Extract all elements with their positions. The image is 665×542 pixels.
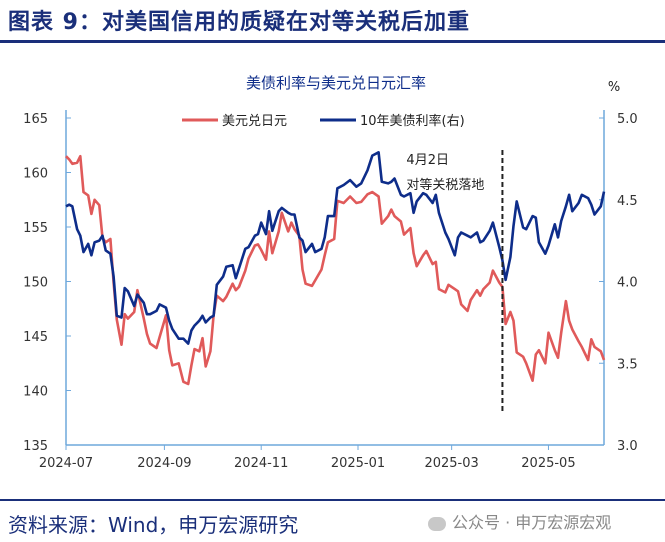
wechat-icon [428,516,446,531]
x-tick-label: 2024-11 [234,456,288,471]
watermark-text: 公众号 · 申万宏源宏观 [452,513,612,532]
right-tick-label: 5.0 [617,112,638,127]
source-note: 资料来源：Wind，申万宏源研究 [8,513,299,537]
legend: 美元兑日元 10年美债利率(右) [182,113,465,129]
left-tick-label: 150 [23,276,48,291]
right-axis-unit: % [608,80,620,95]
left-tick-label: 140 [23,385,48,400]
annotation-date: 4月2日 [406,153,449,168]
x-tick-label: 2025-03 [424,456,478,471]
right-tick-label: 3.0 [617,439,638,454]
series-line-usdjpy [65,154,606,386]
source-rule [0,499,665,501]
right-tick-label: 4.0 [617,276,638,291]
left-tick-label: 145 [23,330,48,345]
left-tick-label: 155 [23,221,48,236]
right-tick-label: 4.5 [617,194,638,209]
right-tick-label: 3.5 [617,357,638,372]
x-tick-label: 2025-05 [521,456,575,471]
legend-label-usdjpy: 美元兑日元 [222,114,287,129]
figure-title: 图表 9：对美国信用的质疑在对等关税后加重 [8,10,470,35]
x-tick-label: 2024-09 [137,456,191,471]
left-tick-label: 135 [23,439,48,454]
x-tick-label: 2024-07 [39,456,93,471]
right-axis-ticks: 3.0 3.5 4.0 4.5 5.0 [599,112,638,454]
annotation-text: 对等关税落地 [406,177,484,193]
x-axis-ticks: 2024-07 2024-09 2024-11 2025-01 2025-03 2025-… [39,445,576,471]
left-tick-label: 165 [23,112,48,127]
left-axis-ticks: 135 140 145 150 155 160 165 [23,112,71,454]
x-tick-label: 2025-01 [331,456,385,471]
chart: 美债利率与美元兑日元汇率 % 美元兑日元 10年美债利率(右) 135 140 14… [23,74,638,471]
legend-label-ust10y: 10年美债利率(右) [360,113,465,129]
title-rule [0,40,665,43]
chart-title: 美债利率与美元兑日元汇率 [246,74,426,92]
left-tick-label: 160 [23,167,48,182]
axes [65,110,605,446]
watermark: 公众号 · 申万宏源宏观 [428,509,611,533]
series-line-ust10y [65,151,606,345]
